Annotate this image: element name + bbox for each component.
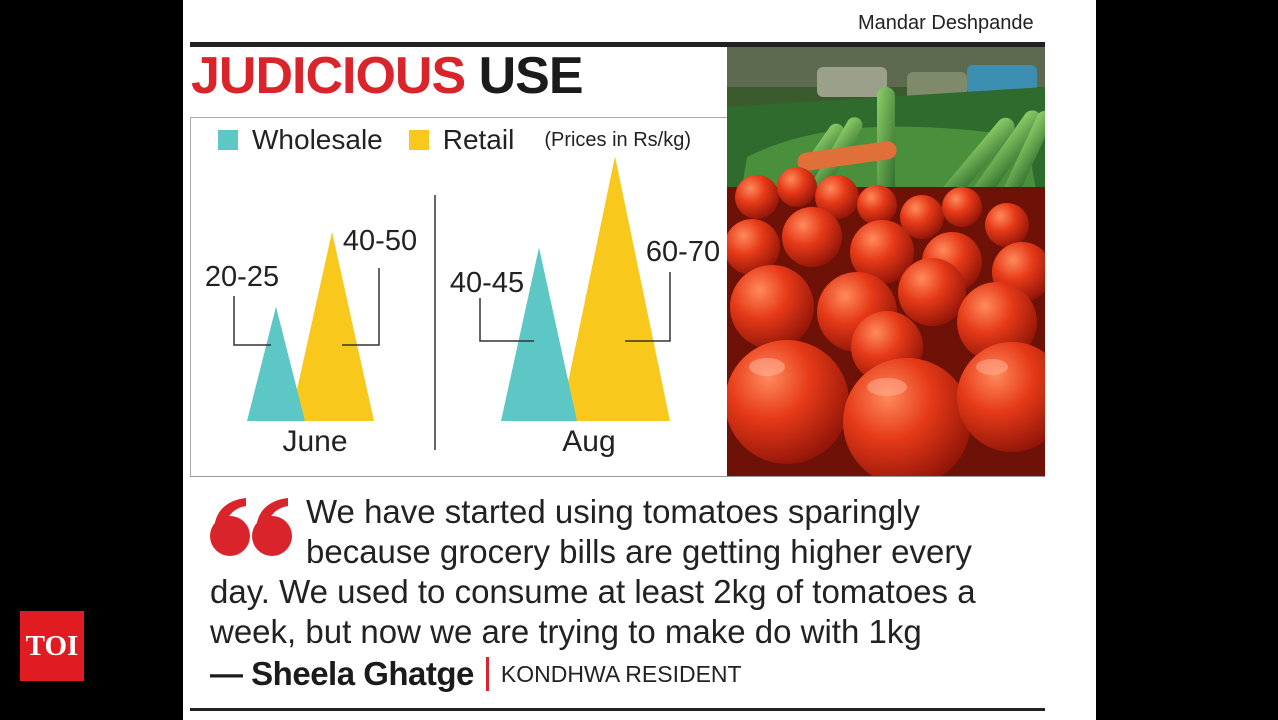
attribution-separator: [485, 657, 489, 691]
retail-leader-june: [342, 268, 380, 346]
legend-swatch-wholesale: [218, 130, 238, 150]
tomato-market-photo: [727, 47, 1045, 476]
quote-line-3: day. We used to consume at least 2kg of …: [210, 573, 976, 610]
category-label-aug: Aug: [562, 425, 615, 458]
retail-leader-aug: [625, 272, 671, 342]
retail-label-aug: 60-70: [646, 236, 720, 268]
bottom-rule: [190, 708, 1045, 711]
retail-label-june: 40-50: [343, 225, 417, 257]
quote-mark-icon: [210, 498, 292, 556]
legend-label-retail: Retail: [442, 124, 515, 155]
wholesale-leader-june: [233, 296, 271, 346]
quote-line-2: because grocery bills are getting higher…: [306, 533, 972, 570]
quote-text: We have started using tomatoes sparingly…: [210, 492, 1030, 652]
wholesale-peak-june: [247, 306, 305, 421]
top-rule: [190, 42, 1045, 47]
wholesale-peak-aug: [501, 247, 577, 421]
wholesale-leader-aug: [479, 298, 534, 342]
photo-credit: Mandar Deshpande: [858, 12, 1034, 34]
chart-panel: [190, 117, 727, 476]
quote-attribution: — Sheela Ghatge KONDHWA RESIDENT: [210, 655, 742, 693]
legend-label-wholesale: Wholesale: [252, 124, 383, 155]
headline-word-1: JUDICIOUS: [191, 47, 466, 105]
retail-peak-aug: [560, 156, 670, 421]
wholesale-label-june: 20-25: [205, 261, 279, 293]
headline: JUDICIOUS USE: [191, 47, 584, 105]
speaker-name: — Sheela Ghatge: [210, 655, 474, 692]
tomato-photo-illustration: [727, 47, 1045, 476]
headline-word-2: USE: [478, 47, 584, 105]
units-note: (Prices in Rs/kg): [544, 128, 692, 151]
quote-line-1: We have started using tomatoes sparingly: [306, 493, 920, 530]
quote-line-4: week, but now we are trying to make do w…: [210, 613, 922, 650]
retail-peak-june: [290, 232, 374, 421]
quote-divider: [190, 476, 1045, 477]
legend-swatch-retail: [408, 130, 429, 150]
category-label-june: June: [282, 425, 347, 458]
toi-logo: TOI: [20, 611, 84, 681]
speaker-role: KONDHWA RESIDENT: [500, 660, 742, 687]
wholesale-label-aug: 40-45: [450, 267, 524, 299]
chart-legend: Wholesale Retail (Prices in Rs/kg): [218, 124, 691, 156]
